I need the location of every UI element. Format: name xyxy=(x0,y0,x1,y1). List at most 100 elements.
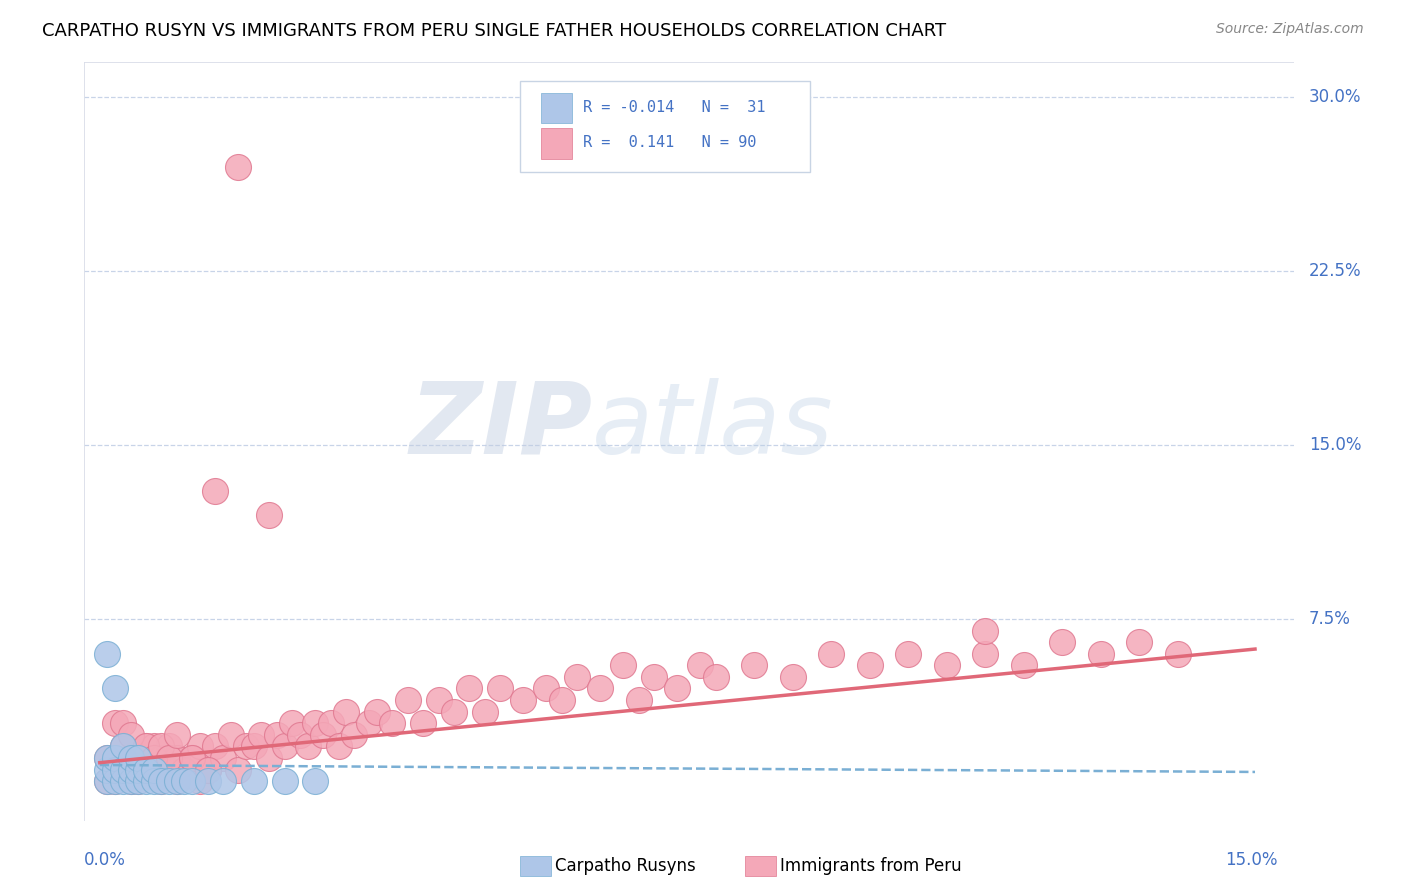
Point xyxy=(142,739,165,754)
Point xyxy=(120,763,142,777)
Text: atlas: atlas xyxy=(592,378,834,475)
Point xyxy=(150,751,173,765)
Point xyxy=(96,774,118,789)
Text: Source: ZipAtlas.com: Source: ZipAtlas.com xyxy=(1216,22,1364,37)
Point xyxy=(96,774,118,789)
Text: 30.0%: 30.0% xyxy=(1309,88,1361,106)
Point xyxy=(150,739,173,754)
Text: Carpatho Rusyns: Carpatho Rusyns xyxy=(555,857,696,875)
Point xyxy=(120,751,142,765)
Point xyxy=(173,763,195,777)
Point xyxy=(359,716,381,731)
Point xyxy=(288,728,311,742)
Text: Immigrants from Peru: Immigrants from Peru xyxy=(780,857,962,875)
Point xyxy=(96,763,118,777)
Point xyxy=(243,739,266,754)
Point xyxy=(104,751,127,765)
Point xyxy=(936,658,959,673)
Point xyxy=(820,647,842,661)
Point xyxy=(689,658,711,673)
Point xyxy=(111,774,134,789)
Point xyxy=(135,763,157,777)
FancyBboxPatch shape xyxy=(541,128,572,159)
Point xyxy=(127,763,149,777)
Point xyxy=(166,751,188,765)
Point xyxy=(567,670,589,684)
Text: 0.0%: 0.0% xyxy=(84,851,127,869)
Point xyxy=(204,739,226,754)
Point xyxy=(127,774,149,789)
Text: R = -0.014   N =  31: R = -0.014 N = 31 xyxy=(582,101,765,115)
Point xyxy=(551,693,574,707)
Point xyxy=(111,739,134,754)
Point xyxy=(489,681,512,696)
Point xyxy=(150,774,173,789)
Point xyxy=(142,763,165,777)
Point xyxy=(273,774,295,789)
Point xyxy=(235,739,257,754)
Text: 15.0%: 15.0% xyxy=(1309,436,1361,454)
Point xyxy=(127,751,149,765)
Point xyxy=(319,716,342,731)
Point xyxy=(157,774,180,789)
Point xyxy=(188,774,211,789)
Point xyxy=(335,705,357,719)
Point xyxy=(135,739,157,754)
Point xyxy=(512,693,534,707)
Point xyxy=(744,658,766,673)
Point xyxy=(228,763,250,777)
Point xyxy=(96,751,118,765)
Point xyxy=(150,774,173,789)
Point xyxy=(120,751,142,765)
Point xyxy=(104,774,127,789)
Point xyxy=(188,739,211,754)
Point xyxy=(1052,635,1074,649)
Point xyxy=(197,763,219,777)
Point xyxy=(219,728,242,742)
Point xyxy=(157,751,180,765)
Point xyxy=(111,716,134,731)
Text: 15.0%: 15.0% xyxy=(1226,851,1278,869)
Point xyxy=(974,624,997,638)
Point xyxy=(366,705,388,719)
Point xyxy=(257,508,280,522)
Point xyxy=(181,751,204,765)
Point xyxy=(197,763,219,777)
Point xyxy=(104,763,127,777)
Point xyxy=(104,681,127,696)
Point xyxy=(396,693,419,707)
Point xyxy=(1128,635,1150,649)
Point xyxy=(135,739,157,754)
Point xyxy=(142,751,165,765)
Point xyxy=(304,716,326,731)
Point xyxy=(96,751,118,765)
Point xyxy=(443,705,465,719)
Point xyxy=(297,739,319,754)
Point xyxy=(1167,647,1189,661)
Point xyxy=(111,763,134,777)
Point xyxy=(474,705,496,719)
Point xyxy=(166,728,188,742)
Text: R =  0.141   N = 90: R = 0.141 N = 90 xyxy=(582,135,756,150)
Point xyxy=(257,751,280,765)
Point xyxy=(111,763,134,777)
Point xyxy=(974,647,997,661)
Point xyxy=(104,716,127,731)
Point xyxy=(212,751,235,765)
Point xyxy=(181,774,204,789)
Text: ZIP: ZIP xyxy=(409,378,592,475)
Point xyxy=(142,763,165,777)
Point xyxy=(1090,647,1112,661)
Point xyxy=(627,693,650,707)
Point xyxy=(381,716,404,731)
Point xyxy=(204,484,226,499)
Point xyxy=(166,774,188,789)
Point xyxy=(281,716,304,731)
Point xyxy=(704,670,727,684)
Point xyxy=(782,670,804,684)
Point xyxy=(135,774,157,789)
Point xyxy=(127,751,149,765)
FancyBboxPatch shape xyxy=(520,81,810,172)
Point xyxy=(427,693,450,707)
Point xyxy=(458,681,481,696)
